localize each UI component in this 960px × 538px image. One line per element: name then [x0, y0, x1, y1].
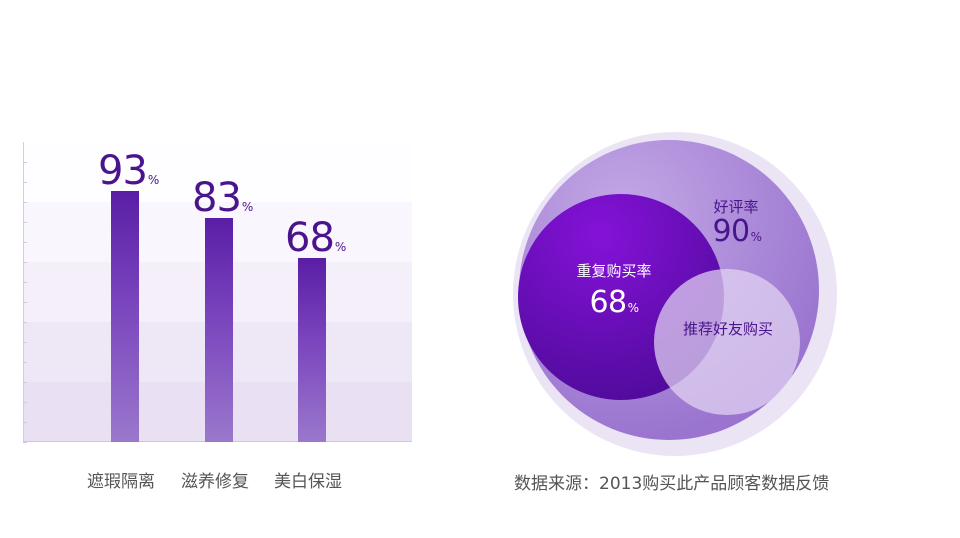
recommend-circle [654, 269, 800, 415]
x-tick-label: 滋养修复 [181, 472, 249, 492]
plot-area [23, 142, 412, 443]
good-review-value: 90% [712, 214, 762, 249]
x-tick-label: 美白保湿 [274, 472, 342, 492]
repeat-purchase-value: 68% [589, 285, 639, 320]
bar [205, 217, 233, 442]
bar-value-label: 93% [98, 147, 160, 194]
y-axis-tick [23, 162, 27, 163]
y-axis-tick [23, 282, 27, 283]
grid-band [23, 142, 412, 202]
y-axis-tick [23, 322, 27, 323]
bar-value-label: 83% [192, 174, 254, 221]
y-axis-tick [23, 242, 27, 243]
y-axis-tick [23, 422, 27, 423]
y-axis [23, 142, 24, 442]
y-axis-tick [23, 442, 27, 443]
recommend-label: 推荐好友购买 [682, 320, 773, 338]
y-axis-tick [23, 202, 27, 203]
x-tick-label: 遮瑕隔离 [87, 472, 155, 492]
y-axis-tick [23, 262, 27, 263]
good-review-circle [519, 140, 819, 440]
repeat-purchase-label: 重复购买率 [576, 262, 652, 280]
outer-halo-circle [513, 132, 837, 456]
y-axis-tick [23, 362, 27, 363]
y-axis-tick [23, 302, 27, 303]
bar [111, 190, 139, 442]
y-axis-tick [23, 342, 27, 343]
bar [298, 258, 326, 442]
bar-chart: 93% 83% 68% 遮瑕隔离 滋养修复 美白保湿 [0, 0, 460, 538]
data-source-caption: 数据来源：2013购买此产品顾客数据反馈 [514, 474, 830, 494]
good-review-label: 好评率 [713, 198, 759, 216]
y-axis-tick [23, 402, 27, 403]
y-axis-tick [23, 222, 27, 223]
y-axis-tick [23, 382, 27, 383]
bar-value-label: 68% [285, 215, 347, 262]
y-axis-tick [23, 182, 27, 183]
